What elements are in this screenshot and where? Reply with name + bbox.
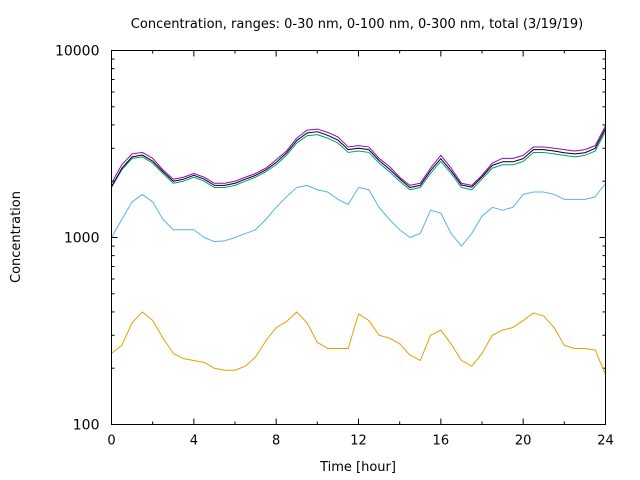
plot-frame <box>111 50 606 425</box>
series-line-5 <box>111 125 606 186</box>
tick-labels: 0 4 8 12 16 20 24 100 1000 10000 <box>55 44 614 449</box>
x-tick-label: 24 <box>597 434 614 449</box>
y-tick-label: 10000 <box>55 44 100 60</box>
series-line-1 <box>111 311 606 375</box>
y-axis-label: Concentration <box>9 191 24 283</box>
chart-title: Concentration, ranges: 0-30 nm, 0-100 nm… <box>131 17 583 32</box>
x-tick-label: 8 <box>272 434 280 449</box>
x-tick-label: 16 <box>433 434 450 449</box>
x-tick-label: 20 <box>515 434 532 449</box>
series-line-3 <box>111 131 606 191</box>
y-tick-label: 1000 <box>64 231 100 247</box>
plot-series <box>111 125 606 375</box>
axis-ticks <box>111 50 606 425</box>
y-tick-label: 100 <box>73 418 100 434</box>
series-line-4 <box>111 128 606 189</box>
series-line-2 <box>111 182 606 247</box>
x-tick-label: 0 <box>107 434 115 449</box>
x-axis-label: Time [hour] <box>319 460 396 475</box>
x-tick-label: 12 <box>350 434 367 449</box>
x-tick-label: 4 <box>190 434 198 449</box>
